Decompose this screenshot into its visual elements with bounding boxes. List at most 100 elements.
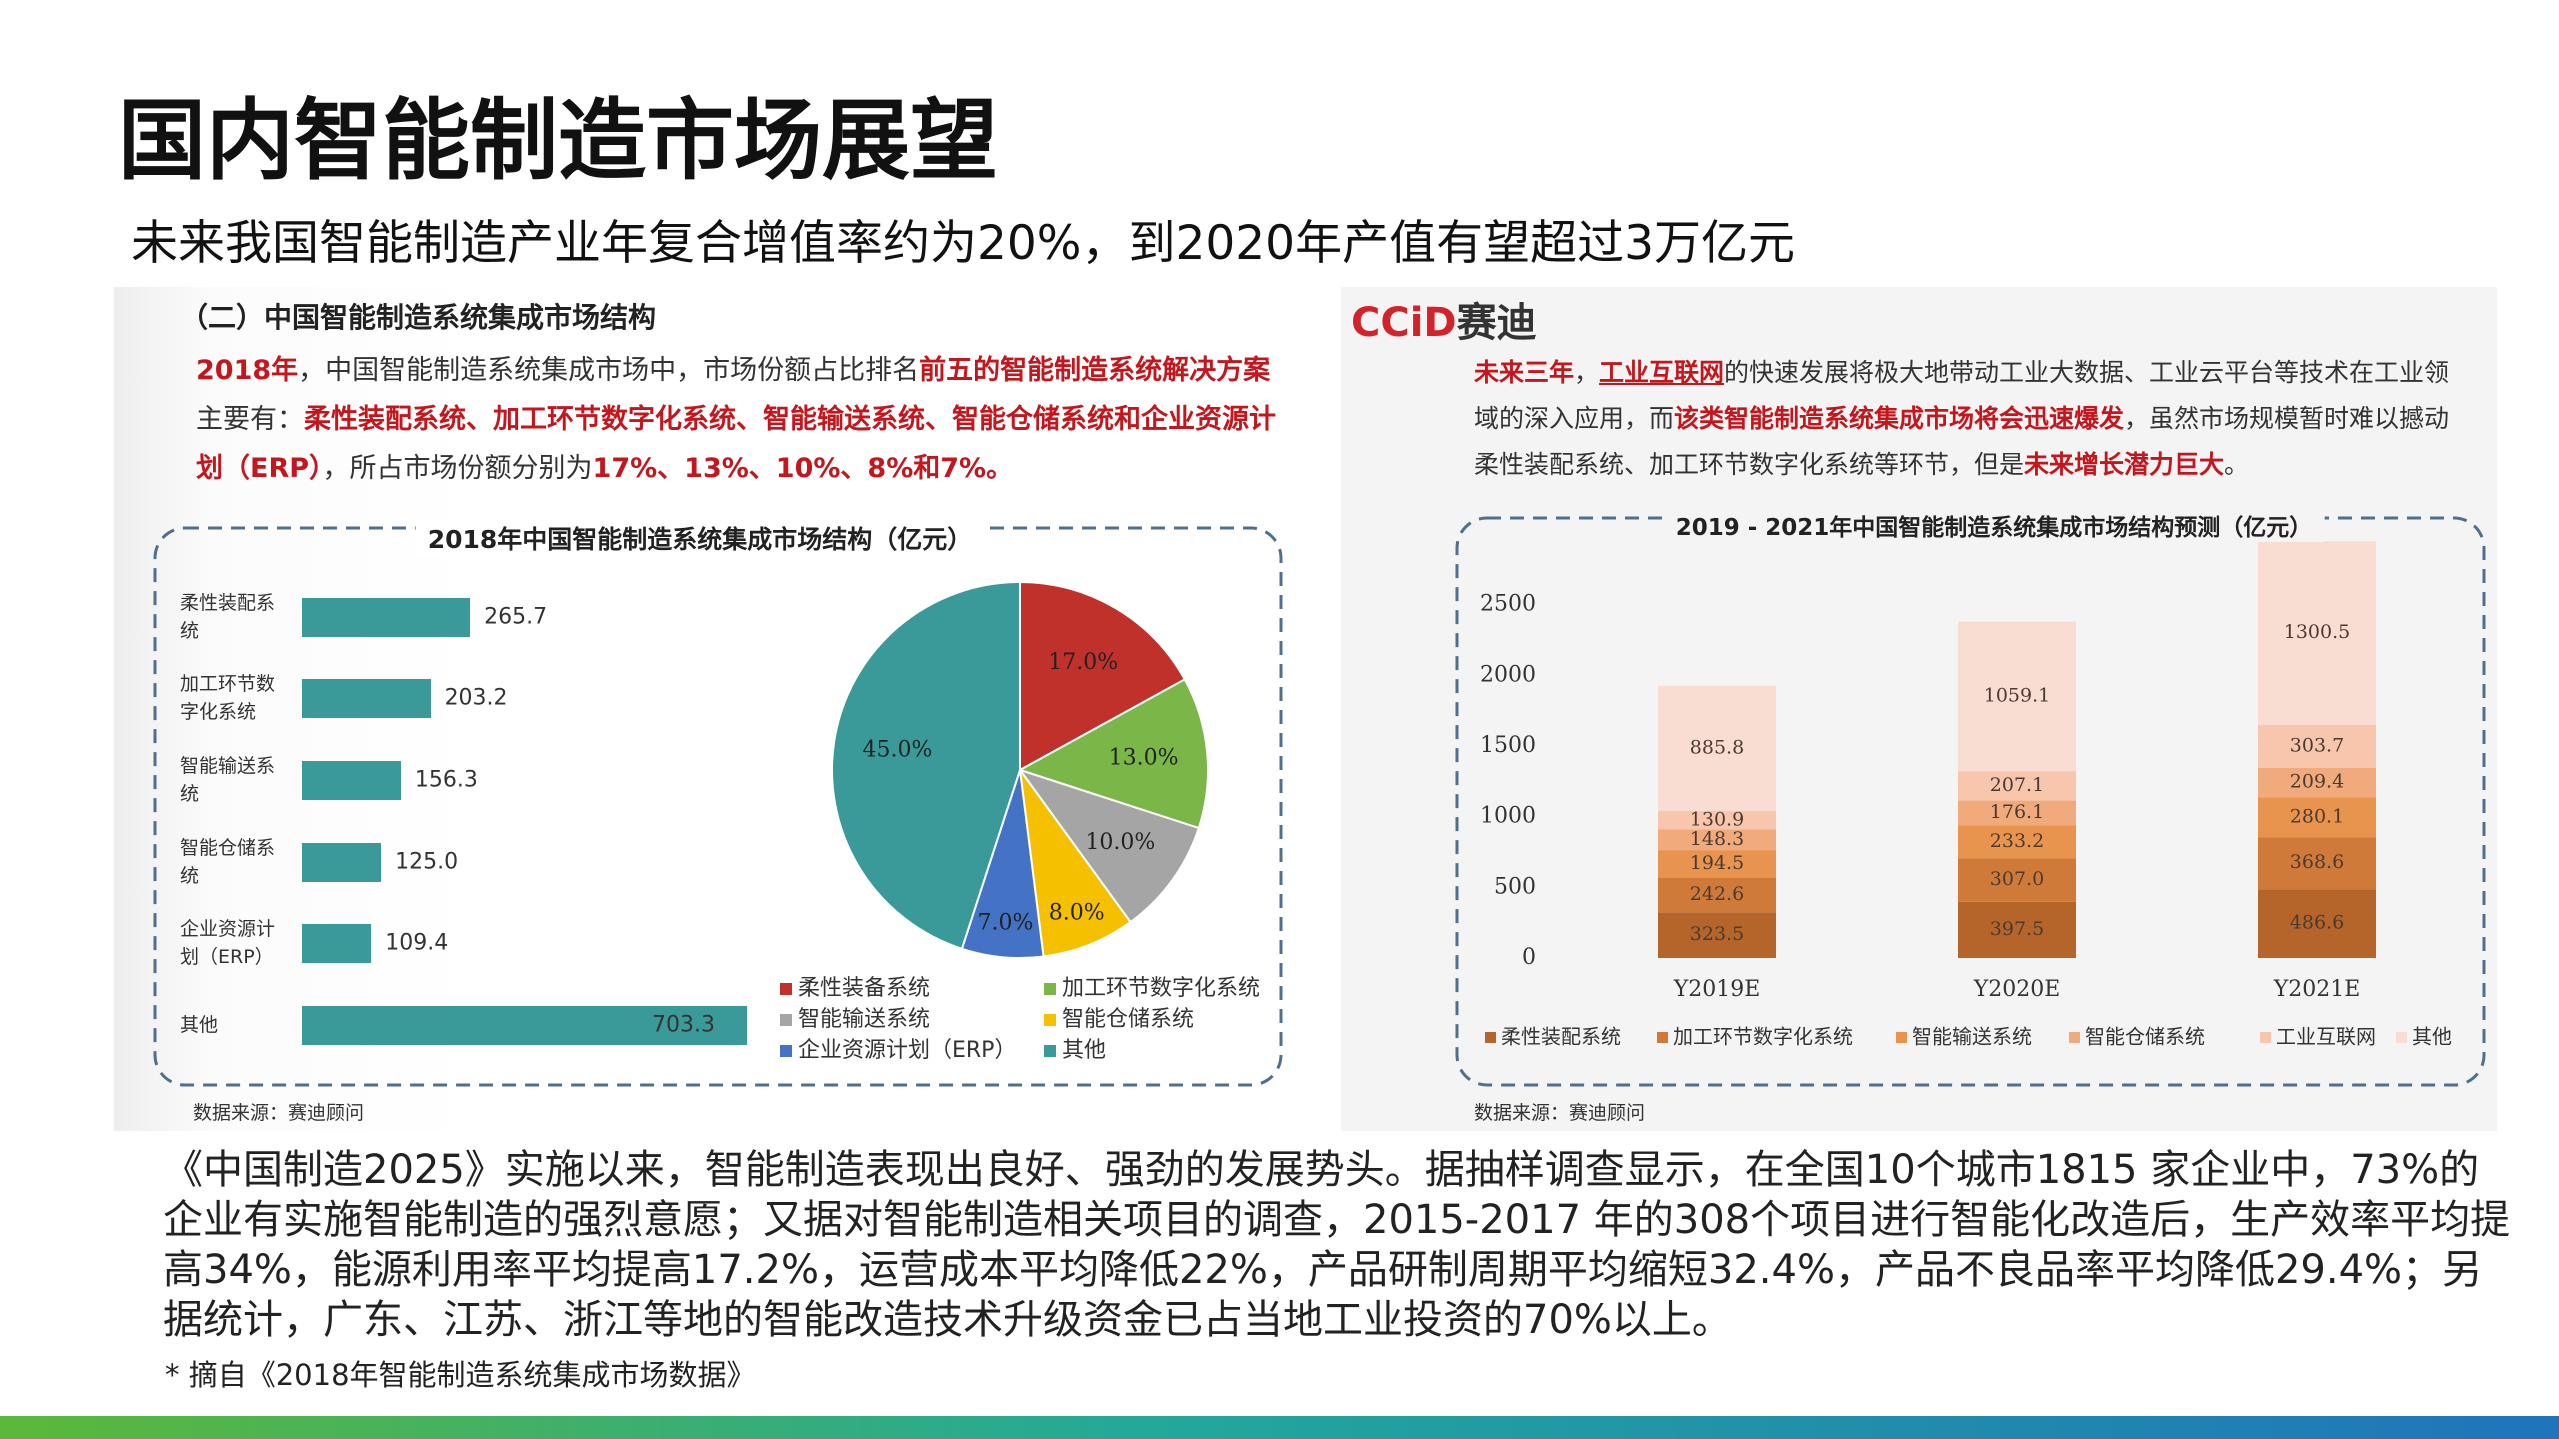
bar-value-label: 125.0 <box>395 849 459 875</box>
logo: CCiD赛迪 <box>1351 290 1537 348</box>
segment-value-label: 1059.1 <box>1984 684 2050 706</box>
bar-category-label: 其他 <box>180 1014 219 1036</box>
text-segment: ，中国智能制造系统集成市场中，市场份额占比排名 <box>298 355 920 386</box>
bar-segment <box>1658 685 1776 812</box>
pie-value-label: 7.0% <box>978 910 1034 935</box>
data-source: 数据来源：赛迪顾问 <box>1474 1102 1646 1124</box>
segment-value-label: 207.1 <box>1990 774 2044 796</box>
bar <box>302 678 431 718</box>
bar-segment <box>1958 901 2076 958</box>
text-segment: 主要有： <box>196 404 304 435</box>
legend-item: 智能仓储系统 <box>1044 1001 1194 1033</box>
legend-item: 柔性装备系统 <box>780 970 930 1002</box>
legend-label: 智能仓储系统 <box>1062 1007 1195 1032</box>
legend-swatch <box>780 1045 792 1057</box>
bar-segment <box>1658 829 1776 851</box>
segment-value-label: 486.6 <box>2290 912 2344 934</box>
legend-swatch <box>2396 1032 2407 1043</box>
panel-paragraph: 未来三年，工业互联网的快速发展将极大地带动工业大数据、工业云平台等技术在工业领域… <box>1474 350 2464 488</box>
bar-segment <box>1658 850 1776 878</box>
text-segment: ， <box>1574 358 1600 387</box>
segment-value-label: 233.2 <box>1990 830 2044 852</box>
text-segment: 17%、13%、10%、8%和7%。 <box>592 453 1014 484</box>
bar-segment <box>1958 858 2076 902</box>
segment-value-label: 323.5 <box>1690 923 1744 945</box>
segment-value-label: 307.0 <box>1990 868 2044 890</box>
legend-swatch <box>1896 1032 1907 1043</box>
data-source: 数据来源：赛迪顾问 <box>193 1102 365 1124</box>
legend-swatch <box>780 983 792 995</box>
legend-swatch <box>1485 1032 1496 1043</box>
segment-value-label: 280.1 <box>2290 805 2344 827</box>
pie-value-label: 10.0% <box>1085 830 1155 855</box>
body-text: 《中国制造2025》实施以来，智能制造表现出良好、强劲的发展势头。据抽样调查显示… <box>163 1147 2511 1343</box>
segment-value-label: 368.6 <box>2290 851 2344 873</box>
pie-slice <box>1019 769 1132 958</box>
legend-label: 智能仓储系统 <box>2085 1025 2205 1049</box>
panel-heading: （二）中国智能制造系统集成市场结构 <box>180 301 657 334</box>
text-segment: 的快速发展将极大地带动工业大数据、工业云平台等技术在工业领域的深入应用，而 <box>1474 358 2450 433</box>
chart-title: 2019 - 2021年中国智能制造系统集成市场结构预测（亿元） <box>1663 508 2325 542</box>
bar-segment <box>1958 621 2076 772</box>
bar-segment <box>1958 825 2076 859</box>
bar-value-label: 265.7 <box>484 604 548 630</box>
bar <box>302 760 401 800</box>
bar-segment <box>1658 811 1776 830</box>
bar <box>302 842 382 882</box>
segment-value-label: 209.4 <box>2290 771 2344 793</box>
bar-segment <box>2258 797 2376 838</box>
text-segment: 2018年 <box>196 355 299 386</box>
bar-value-label: 109.4 <box>385 930 449 956</box>
y-tick-label: 2000 <box>1480 662 1536 687</box>
bar-category-label: 加工环节数字化系统 <box>180 673 276 723</box>
y-tick-label: 500 <box>1494 874 1536 899</box>
bar-category-label: 企业资源计划（ERP） <box>180 918 276 968</box>
bar-segment <box>2258 837 2376 890</box>
footnote: * 摘自《2018年智能制造系统集成市场数据》 <box>165 1358 756 1392</box>
legend-swatch <box>1044 1014 1056 1026</box>
bar <box>302 923 372 963</box>
legend-item: 其他 <box>1044 1032 1106 1064</box>
text-segment: 前五的智能制造系统解决方案 <box>919 355 1271 386</box>
pie-value-label: 13.0% <box>1109 745 1179 770</box>
legend-swatch <box>1044 1045 1056 1057</box>
bar-category-label: 智能仓储系统 <box>180 837 276 887</box>
bar <box>302 1005 747 1045</box>
legend-label: 工业互联网 <box>2276 1025 2376 1049</box>
legend-swatch <box>1657 1032 1668 1043</box>
text-segment: ，所占市场份额分别为 <box>322 453 593 484</box>
x-tick-label: Y2019E <box>1673 977 1761 1002</box>
legend-item: 加工环节数字化系统 <box>1044 970 1260 1002</box>
bar-segment <box>2258 767 2376 798</box>
pie-slice <box>831 580 1021 951</box>
bar-value-label: 203.2 <box>444 685 508 711</box>
legend-label: 企业资源计划（ERP） <box>798 1038 1017 1063</box>
pie-slice <box>1019 580 1187 772</box>
legend-swatch <box>2069 1032 2080 1043</box>
legend-label: 其他 <box>1062 1038 1107 1063</box>
legend-swatch <box>780 1014 792 1026</box>
segment-value-label: 885.8 <box>1690 736 1744 758</box>
bar-segment <box>1658 877 1776 913</box>
y-tick-label: 2500 <box>1480 592 1536 617</box>
bar-segment <box>1958 800 2076 826</box>
segment-value-label: 194.5 <box>1690 852 1744 874</box>
pie-slice <box>1017 768 1201 924</box>
pie-value-label: 8.0% <box>1049 900 1105 925</box>
text-segment: 未来三年 <box>1474 358 1575 387</box>
text-segment: 工业互联网 <box>1599 358 1725 387</box>
bar-value-label: 156.3 <box>414 767 478 793</box>
bar-segment <box>1958 771 2076 801</box>
pie-value-label: 17.0% <box>1048 650 1118 675</box>
legend-label: 其他 <box>2412 1025 2452 1049</box>
text-segment: 。 <box>2224 450 2250 479</box>
footer-band <box>0 1416 2559 1439</box>
legend-label: 加工环节数字化系统 <box>1062 976 1261 1001</box>
legend-label: 柔性装配系统 <box>1501 1025 1621 1049</box>
text-segment: 柔性装配系统、加工环节数字化系统、智能输送系统、智能仓储系统和企业资源计划（ER… <box>196 404 1276 484</box>
slide-title: 国内智能制造市场展望 <box>118 89 999 192</box>
x-tick-label: Y2020E <box>1973 977 2061 1002</box>
segment-value-label: 397.5 <box>1990 918 2044 940</box>
y-tick-label: 0 <box>1522 945 1536 970</box>
